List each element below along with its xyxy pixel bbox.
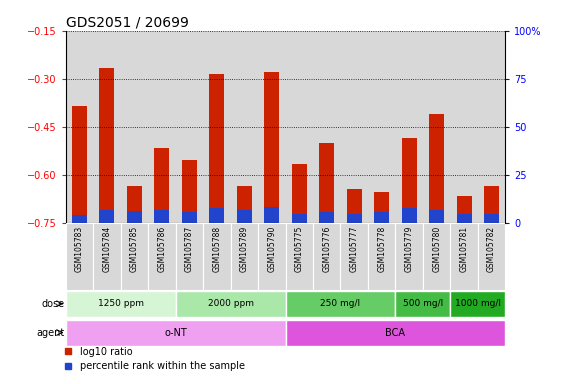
Bar <box>319 143 334 223</box>
Bar <box>120 31 148 223</box>
Legend: log10 ratio, percentile rank within the sample: log10 ratio, percentile rank within the … <box>59 343 250 375</box>
Text: GSM105788: GSM105788 <box>212 226 222 272</box>
Bar <box>401 138 417 223</box>
FancyBboxPatch shape <box>93 223 120 290</box>
Bar <box>203 31 231 223</box>
Bar <box>429 114 444 223</box>
FancyBboxPatch shape <box>395 291 451 317</box>
FancyBboxPatch shape <box>286 320 505 346</box>
Bar <box>127 211 142 223</box>
Bar <box>237 210 252 223</box>
Bar <box>292 214 307 223</box>
Bar <box>368 31 395 223</box>
Bar <box>292 164 307 223</box>
Bar <box>154 147 170 223</box>
Bar <box>99 68 114 223</box>
Text: GSM105776: GSM105776 <box>322 226 331 273</box>
Bar <box>401 208 417 223</box>
Text: agent: agent <box>36 328 65 338</box>
Bar <box>72 106 87 223</box>
FancyBboxPatch shape <box>286 223 313 290</box>
FancyBboxPatch shape <box>66 223 93 290</box>
Text: GSM105781: GSM105781 <box>460 226 469 272</box>
Bar <box>340 31 368 223</box>
FancyBboxPatch shape <box>231 223 258 290</box>
Text: 1000 mg/l: 1000 mg/l <box>455 299 501 308</box>
Text: GSM105784: GSM105784 <box>102 226 111 272</box>
Bar <box>478 31 505 223</box>
Text: GSM105780: GSM105780 <box>432 226 441 272</box>
Bar <box>347 189 362 223</box>
Text: GDS2051 / 20699: GDS2051 / 20699 <box>66 16 188 30</box>
FancyBboxPatch shape <box>66 291 176 317</box>
Bar <box>182 161 197 223</box>
FancyBboxPatch shape <box>176 223 203 290</box>
Text: GSM105789: GSM105789 <box>240 226 249 272</box>
Bar <box>66 31 93 223</box>
Text: 2000 ppm: 2000 ppm <box>207 299 254 308</box>
FancyBboxPatch shape <box>368 223 395 290</box>
Bar <box>457 195 472 223</box>
Text: BCA: BCA <box>385 328 405 338</box>
Bar <box>99 210 114 223</box>
Bar <box>264 72 279 223</box>
Bar <box>347 214 362 223</box>
Bar <box>457 214 472 223</box>
FancyBboxPatch shape <box>148 223 176 290</box>
Bar <box>154 210 170 223</box>
Bar <box>93 31 120 223</box>
FancyBboxPatch shape <box>66 320 286 346</box>
FancyBboxPatch shape <box>451 223 478 290</box>
FancyBboxPatch shape <box>258 223 286 290</box>
Bar <box>423 31 451 223</box>
Bar <box>319 212 334 223</box>
FancyBboxPatch shape <box>423 223 451 290</box>
Text: o-NT: o-NT <box>164 328 187 338</box>
FancyBboxPatch shape <box>286 291 395 317</box>
Bar <box>395 31 423 223</box>
Bar <box>231 31 258 223</box>
Text: GSM105787: GSM105787 <box>185 226 194 272</box>
Text: 1250 ppm: 1250 ppm <box>98 299 144 308</box>
FancyBboxPatch shape <box>478 223 505 290</box>
Bar <box>484 214 499 223</box>
Bar <box>72 215 87 223</box>
Text: GSM105778: GSM105778 <box>377 226 386 272</box>
Bar <box>313 31 340 223</box>
Text: 250 mg/l: 250 mg/l <box>320 299 360 308</box>
Bar <box>209 74 224 223</box>
Bar <box>374 212 389 223</box>
FancyBboxPatch shape <box>451 291 505 317</box>
FancyBboxPatch shape <box>203 223 231 290</box>
Bar <box>182 212 197 223</box>
FancyBboxPatch shape <box>340 223 368 290</box>
Text: dose: dose <box>41 299 65 309</box>
Text: GSM105786: GSM105786 <box>158 226 166 272</box>
Bar <box>264 207 279 223</box>
Text: GSM105785: GSM105785 <box>130 226 139 272</box>
Text: GSM105783: GSM105783 <box>75 226 84 272</box>
FancyBboxPatch shape <box>313 223 340 290</box>
Text: GSM105779: GSM105779 <box>405 226 413 273</box>
Text: 500 mg/l: 500 mg/l <box>403 299 443 308</box>
Bar <box>127 186 142 223</box>
Text: GSM105775: GSM105775 <box>295 226 304 273</box>
Bar <box>258 31 286 223</box>
FancyBboxPatch shape <box>176 291 286 317</box>
Text: GSM105790: GSM105790 <box>267 226 276 273</box>
Bar <box>209 208 224 223</box>
Bar <box>176 31 203 223</box>
Bar <box>237 186 252 223</box>
Bar <box>451 31 478 223</box>
FancyBboxPatch shape <box>120 223 148 290</box>
Bar <box>148 31 176 223</box>
FancyBboxPatch shape <box>395 223 423 290</box>
Text: GSM105777: GSM105777 <box>349 226 359 273</box>
Bar <box>484 186 499 223</box>
Bar <box>374 192 389 223</box>
Text: GSM105782: GSM105782 <box>487 226 496 272</box>
Bar <box>429 210 444 223</box>
Bar <box>286 31 313 223</box>
